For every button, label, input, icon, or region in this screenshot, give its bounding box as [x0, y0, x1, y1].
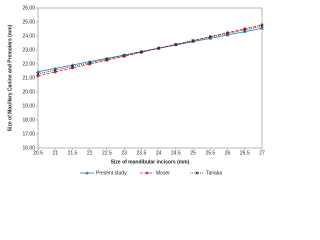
- y-tick-label: 26.00: [22, 5, 35, 11]
- data-point: [156, 46, 161, 50]
- y-tick-label: 19.00: [22, 103, 35, 109]
- y-axis-title: Size of Maxillary Canine and Premolars (…: [7, 24, 13, 131]
- x-tick-label: 27: [259, 150, 265, 156]
- x-tick-label: 24.5: [171, 150, 181, 156]
- data-point: [36, 72, 40, 76]
- x-tick-label: 20.5: [33, 150, 43, 156]
- plot-frame: [37, 7, 263, 149]
- y-tick-label: 25.00: [22, 19, 35, 25]
- legend-marker: [145, 171, 149, 175]
- data-point: [191, 39, 195, 43]
- data-point: [225, 33, 230, 37]
- y-tick-label: 17.00: [22, 131, 35, 137]
- x-tick-label: 26.5: [240, 150, 250, 156]
- data-point: [208, 36, 213, 40]
- x-tick-label: 23.5: [137, 150, 147, 156]
- legend-label: Moser: [156, 170, 170, 176]
- y-tick-label: 21.00: [22, 75, 35, 81]
- legend-label: Tanaka: [206, 170, 222, 176]
- data-point: [105, 56, 109, 60]
- y-tick-label: 24.00: [22, 33, 35, 39]
- x-tick-label: 22.5: [102, 150, 112, 156]
- legend-label: Present study: [96, 170, 127, 176]
- x-tick-label: 25: [190, 150, 196, 156]
- data-point: [105, 57, 109, 61]
- y-tick-label: 18.00: [22, 117, 35, 123]
- y-tick-label: 23.00: [22, 47, 35, 53]
- data-point: [260, 26, 264, 30]
- data-point: [53, 68, 57, 72]
- data-point: [88, 61, 92, 65]
- x-tick-label: 22: [87, 150, 93, 156]
- x-tick-label: 25.5: [205, 150, 215, 156]
- data-point: [174, 42, 178, 47]
- data-point: [36, 74, 40, 78]
- legend-marker: [195, 171, 199, 175]
- data-point: [243, 29, 247, 33]
- chart: Size of mandibular incisors (mm) Size of…: [7, 5, 265, 176]
- x-tick-label: 26: [225, 150, 231, 156]
- y-tick-label: 20.00: [22, 89, 35, 95]
- data-point: [36, 69, 40, 73]
- data-point: [260, 24, 264, 28]
- x-tick-label: 24: [156, 150, 162, 156]
- data-point: [122, 53, 126, 58]
- x-tick-label: 21: [52, 150, 58, 156]
- data-point: [208, 35, 212, 39]
- legend-marker: [85, 171, 89, 175]
- x-tick-label: 21.5: [68, 150, 78, 156]
- y-tick-label: 16.00: [22, 145, 35, 151]
- x-tick-label: 23: [121, 150, 127, 156]
- x-axis-title: Size of mandibular incisors (mm): [111, 159, 190, 165]
- series-line: [37, 25, 263, 75]
- data-point: [53, 66, 57, 70]
- data-point: [243, 28, 247, 32]
- data-point: [70, 64, 75, 69]
- y-tick-label: 22.00: [22, 61, 35, 67]
- data-point: [139, 50, 144, 54]
- data-point: [225, 31, 230, 36]
